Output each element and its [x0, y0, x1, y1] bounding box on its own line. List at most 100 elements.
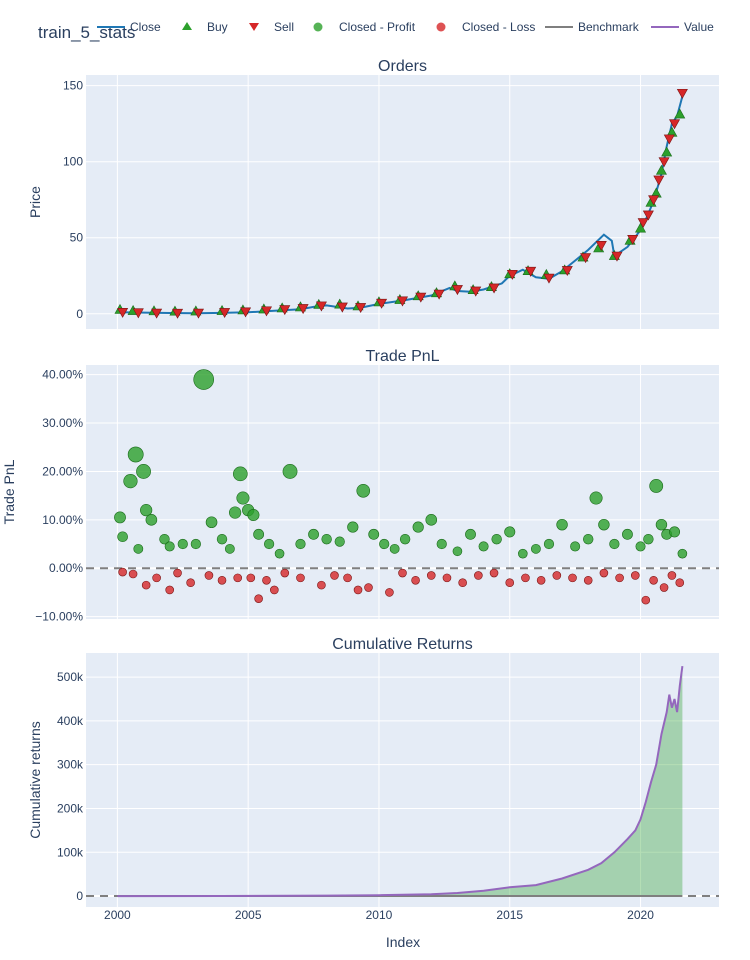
loss-point [217, 575, 227, 585]
legend-label: Value [684, 20, 714, 34]
profit-point [334, 536, 345, 547]
cumulative-returns-marks [117, 665, 684, 898]
profit-point [164, 541, 175, 552]
value-area [117, 666, 683, 897]
sell-marker [396, 296, 409, 307]
profit-point [193, 369, 215, 390]
legend-item: Benchmark [545, 20, 640, 34]
profit-point [478, 541, 489, 552]
loss-point [317, 580, 326, 590]
buy-marker [661, 146, 673, 157]
loss-point [254, 594, 263, 603]
profit-point [609, 538, 620, 550]
profit-point [389, 543, 400, 554]
sell-marker [669, 119, 681, 130]
orders-y-axis-label: Price [27, 186, 43, 218]
profit-point [205, 516, 218, 529]
profit-point [224, 543, 235, 554]
sell-marker [611, 251, 623, 262]
y-tick-label: 200k [57, 801, 84, 815]
y-tick-label: 100 [63, 155, 83, 169]
orders-title: Orders [378, 58, 427, 75]
profit-point [655, 518, 668, 531]
sell-marker [637, 218, 649, 229]
y-tick-label: 100k [57, 845, 84, 859]
profit-point [677, 548, 688, 559]
profit-point [295, 538, 306, 550]
sell-marker [415, 292, 427, 303]
sell-marker [627, 234, 639, 245]
x-tick-label: 2000 [104, 908, 131, 922]
y-tick-label: 150 [63, 79, 83, 93]
loss-point [280, 568, 290, 578]
loss-point [330, 571, 339, 580]
loss-point [343, 573, 352, 583]
loss-point [675, 578, 685, 588]
legend-item: Buy [182, 20, 228, 34]
profit-point [399, 533, 411, 545]
profit-point [282, 464, 298, 479]
legend: Close Buy Sell Closed - Profit Closed - Loss… [97, 20, 714, 34]
profit-point [368, 528, 380, 540]
profit-point [308, 528, 319, 540]
sell-marker [525, 266, 537, 277]
y-tick-label: 0 [76, 889, 83, 903]
profit-point [145, 514, 158, 526]
y-tick-label: 300k [57, 758, 84, 772]
trade-pnl-grid [86, 365, 719, 619]
buy-marker [674, 108, 686, 119]
sell-marker [433, 289, 445, 300]
loss-point [385, 588, 394, 597]
loss-point [552, 571, 562, 580]
legend-label: Buy [207, 20, 228, 34]
y-tick-label: 400k [57, 714, 84, 728]
profit-point [114, 511, 126, 524]
y-tick-label: 10.00% [42, 513, 83, 527]
sell-marker [561, 266, 573, 277]
profit-point [452, 546, 463, 557]
loss-point [246, 573, 256, 583]
legend-label: Close [130, 20, 161, 34]
loss-point [521, 573, 530, 583]
profit-point [589, 491, 603, 505]
sell-marker [336, 302, 348, 313]
loss-point [426, 571, 436, 580]
legend-label: Closed - Profit [339, 20, 416, 34]
profit-point [491, 533, 502, 545]
loss-point [233, 573, 243, 583]
x-tick-label: 2005 [235, 908, 262, 922]
loss-point [659, 583, 669, 592]
loss-point [630, 571, 640, 580]
loss-point [364, 583, 373, 592]
legend-triangle-up-icon [182, 22, 192, 30]
sell-marker [279, 305, 291, 316]
sell-marker [648, 195, 660, 206]
profit-point [216, 533, 228, 545]
x-tick-label: 2015 [496, 908, 523, 922]
cumulative-returns-plot-area [86, 653, 719, 907]
legend-circle-icon [313, 22, 323, 32]
orders-subplot: Orders Price 0 50 100 150 [27, 58, 719, 329]
profit-point [583, 533, 594, 545]
figure-title: train_5_stats [38, 23, 135, 42]
loss-point [458, 578, 467, 588]
loss-point [165, 585, 175, 595]
loss-point [270, 585, 279, 595]
loss-point [173, 568, 182, 578]
sell-marker [219, 308, 231, 319]
sell-marker [653, 175, 665, 186]
cumulative-returns-y-axis-label: Cumulative returns [27, 721, 43, 839]
cumulative-returns-title: Cumulative Returns [332, 636, 473, 653]
profit-point [247, 508, 260, 521]
profit-point [263, 538, 275, 550]
loss-point [442, 573, 452, 583]
legend-item: Sell [249, 20, 294, 34]
y-tick-label: 30.00% [42, 416, 83, 430]
y-tick-label: 0 [76, 307, 83, 321]
profit-point [321, 533, 332, 545]
sell-marker [676, 88, 688, 99]
loss-point [568, 573, 577, 583]
orders-marks [114, 88, 688, 319]
profit-point [233, 466, 248, 482]
